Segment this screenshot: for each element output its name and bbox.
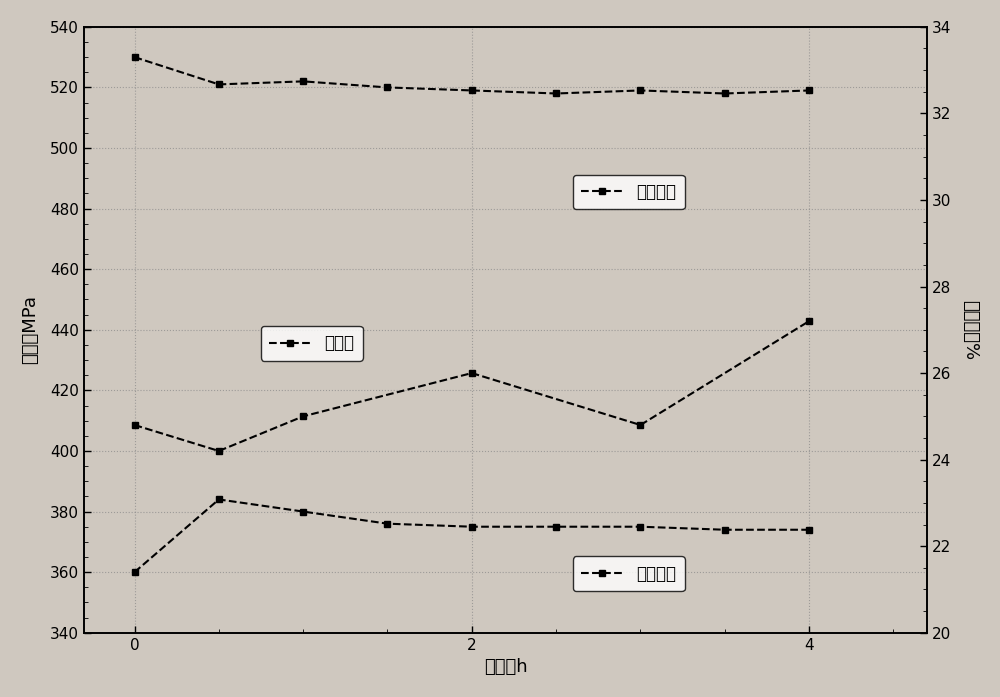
Legend: 屈服强度: 屈服强度: [573, 556, 685, 591]
Y-axis label: 延伸率，%: 延伸率，%: [961, 300, 979, 360]
Y-axis label: 强度，MPa: 强度，MPa: [21, 296, 39, 365]
X-axis label: 时间，h: 时间，h: [484, 658, 527, 676]
